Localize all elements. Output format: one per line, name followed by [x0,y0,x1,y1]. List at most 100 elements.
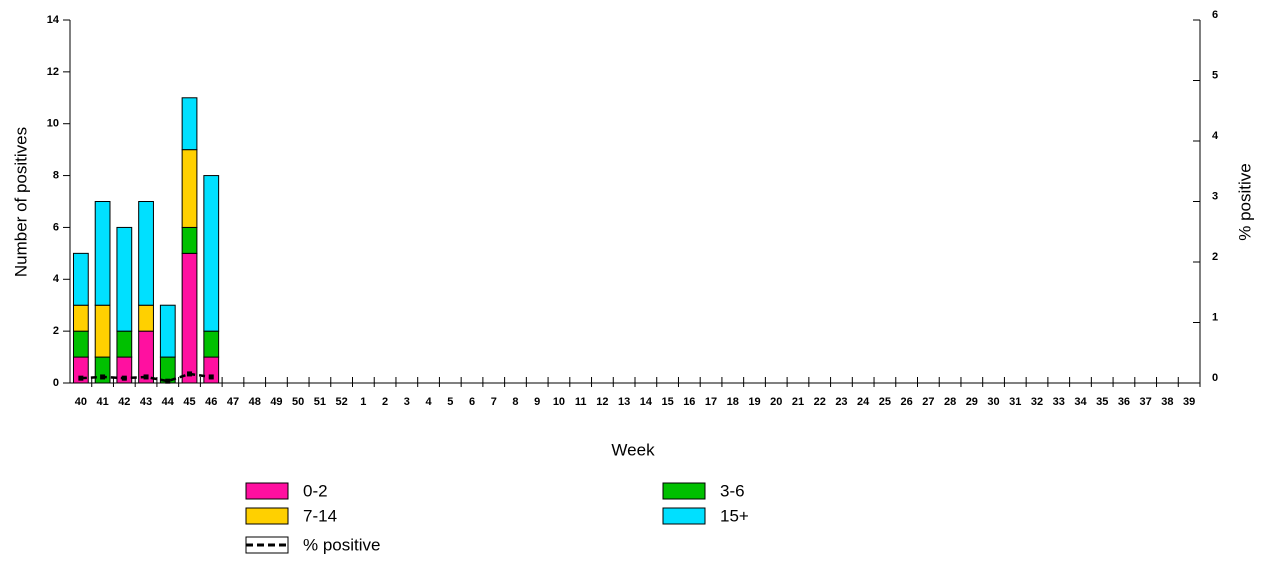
y2-tick-label: 5 [1212,69,1218,81]
y-tick-label: 6 [53,221,59,233]
x-tick-label: 24 [857,396,870,408]
y2-tick-label: 1 [1212,311,1218,323]
legend-swatch [662,482,706,500]
x-tick-label: 36 [1118,396,1130,408]
x-tick-label: 7 [491,396,497,408]
x-tick-label: 8 [512,396,518,408]
line-marker [78,375,84,381]
x-axis-title: Week [611,440,655,459]
x-tick-label: 6 [469,396,475,408]
bar-segment [94,201,111,306]
x-tick-label: 3 [404,396,410,408]
x-tick-label: 45 [183,396,195,408]
x-tick-label: 2 [382,396,388,408]
x-tick-label: 25 [879,396,891,408]
line-marker [121,375,127,381]
line-marker [208,374,214,380]
x-tick-label: 16 [683,396,695,408]
bar-segment [72,252,89,306]
x-tick-label: 44 [162,396,175,408]
x-tick-label: 13 [618,396,630,408]
x-tick-label: 1 [360,396,366,408]
x-tick-label: 35 [1096,396,1108,408]
x-tick-label: 18 [727,396,739,408]
x-tick-label: 39 [1183,396,1195,408]
x-tick-label: 49 [270,396,282,408]
y-tick-label: 0 [53,377,59,389]
line-marker [143,374,149,380]
y-tick-label: 2 [53,325,59,337]
bar-segment [181,97,198,151]
legend-label: % positive [303,535,380,554]
x-tick-label: 48 [249,396,261,408]
x-tick-label: 22 [814,396,826,408]
y2-tick-label: 6 [1212,9,1218,21]
y2-tick-label: 3 [1212,190,1218,202]
y-tick-label: 12 [47,66,59,78]
x-tick-label: 30 [987,396,999,408]
x-tick-label: 38 [1161,396,1173,408]
x-tick-label: 17 [705,396,717,408]
bar-segment [181,226,198,254]
legend-swatch [245,482,289,500]
y-tick-label: 10 [47,118,59,130]
y-tick-label: 4 [53,273,60,285]
x-tick-label: 23 [835,396,847,408]
bar-segment [72,330,89,358]
x-tick-label: 10 [553,396,565,408]
legend-swatch [245,507,289,525]
x-tick-label: 28 [944,396,956,408]
x-tick-label: 37 [1140,396,1152,408]
y2-tick-label: 2 [1212,251,1218,263]
legend-swatch [662,507,706,525]
x-tick-label: 47 [227,396,239,408]
bar-segment [138,201,154,306]
bar-segment [159,304,176,358]
x-tick-label: 33 [1053,396,1065,408]
y2-tick-label: 0 [1212,372,1218,384]
bar-segment [138,304,154,332]
x-tick-label: 21 [792,396,804,408]
x-tick-label: 32 [1031,396,1043,408]
x-tick-label: 19 [748,396,760,408]
bar-segment [94,304,111,358]
line-marker [187,371,193,377]
x-tick-label: 41 [96,396,108,408]
y2-axis-title: % positive [1235,163,1254,240]
x-tick-label: 51 [314,396,326,408]
x-tick-label: 31 [1009,396,1021,408]
x-tick-label: 14 [640,396,653,408]
x-tick-label: 50 [292,396,304,408]
line-marker [165,378,171,384]
bar-segment [203,175,220,332]
legend-label: 15+ [720,506,749,525]
y-tick-label: 14 [47,14,60,26]
line-marker [100,374,106,380]
bar-segment [116,330,133,358]
x-tick-label: 42 [118,396,130,408]
x-tick-label: 15 [661,396,673,408]
x-tick-label: 40 [75,396,87,408]
x-tick-label: 52 [336,396,348,408]
x-tick-label: 9 [534,396,540,408]
x-tick-label: 43 [140,396,152,408]
bar-segment [203,330,220,358]
bar-segment [72,304,89,332]
bar-segment [116,226,133,332]
x-tick-label: 46 [205,396,217,408]
x-tick-label: 4 [425,396,432,408]
x-tick-label: 11 [575,396,587,408]
x-tick-label: 26 [901,396,913,408]
y-axis-title: Number of positives [11,127,30,277]
x-tick-label: 29 [966,396,978,408]
legend-label: 3-6 [720,481,745,500]
x-tick-label: 5 [447,396,453,408]
x-tick-label: 34 [1074,396,1087,408]
x-tick-label: 27 [922,396,934,408]
y-tick-label: 8 [53,169,59,181]
x-tick-label: 12 [596,396,608,408]
y2-tick-label: 4 [1212,130,1219,142]
bar-segment [181,252,198,384]
legend-label: 0-2 [303,481,328,500]
